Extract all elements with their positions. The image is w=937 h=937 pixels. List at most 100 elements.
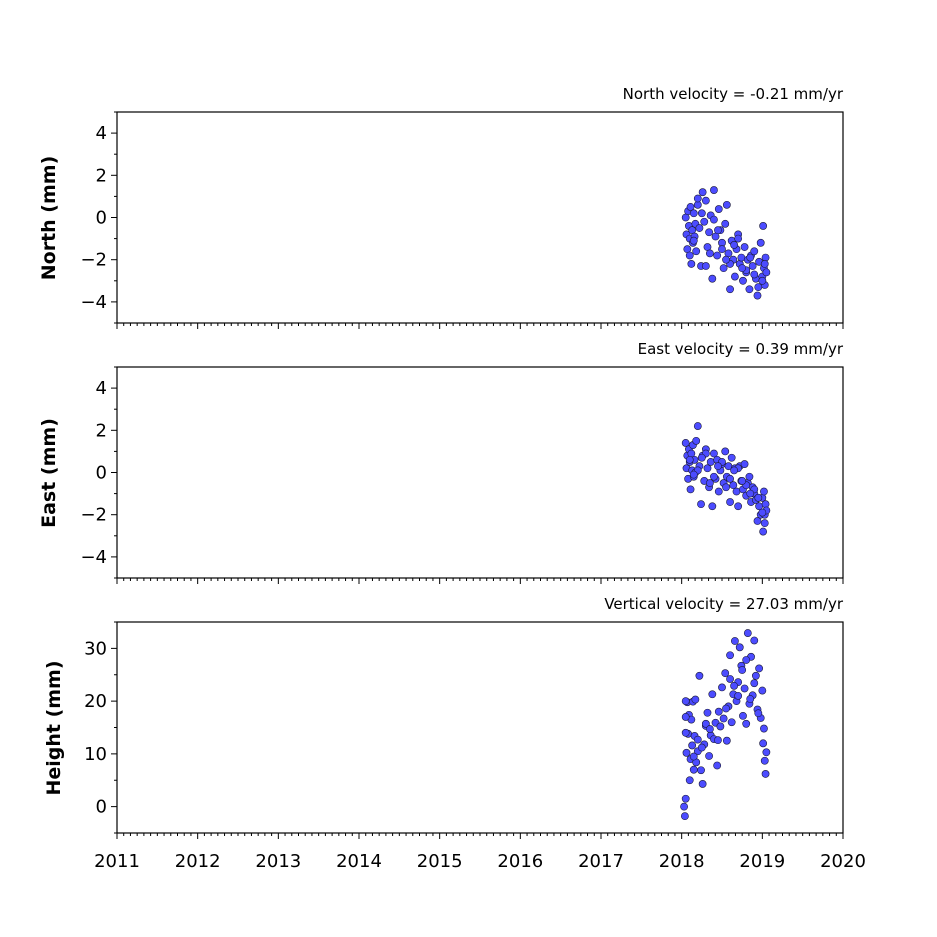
- data-point: [730, 466, 738, 475]
- data-point: [740, 243, 749, 251]
- data-point: [716, 722, 725, 731]
- y-tick-label: −4: [80, 292, 107, 313]
- y-tick-label: 20: [84, 691, 107, 712]
- plot-frame: [116, 621, 844, 834]
- y-tick-label: −2: [80, 250, 107, 271]
- y-tick-label: 2: [96, 420, 107, 441]
- data-point: [734, 234, 743, 243]
- data-point: [681, 728, 690, 737]
- data-point: [686, 485, 695, 494]
- data-point: [721, 219, 730, 228]
- data-point: [758, 686, 767, 695]
- data-point: [692, 247, 701, 256]
- y-tick-label: 0: [96, 208, 107, 229]
- data-point: [759, 527, 768, 536]
- data-point: [697, 453, 706, 462]
- data-point: [706, 725, 714, 733]
- north-velocity-title: North velocity = -0.21 mm/yr: [623, 85, 844, 103]
- data-point: [745, 285, 754, 294]
- north-y-axis-label: North (mm): [38, 156, 60, 281]
- data-point: [746, 489, 755, 498]
- data-point: [738, 477, 747, 485]
- data-point: [697, 743, 706, 752]
- data-point: [727, 453, 736, 462]
- data-point: [705, 228, 713, 237]
- data-point: [753, 517, 762, 525]
- y-tick-label: −2: [80, 505, 107, 526]
- data-point: [689, 470, 698, 479]
- data-point: [739, 711, 747, 720]
- data-point: [714, 707, 723, 716]
- data-point: [740, 684, 749, 693]
- data-point: [730, 681, 738, 690]
- data-point: [722, 200, 731, 209]
- x-tick-label: 2019: [739, 851, 785, 872]
- data-point: [759, 739, 768, 748]
- data-point: [743, 629, 752, 637]
- data-point: [718, 245, 726, 254]
- y-tick-label: −4: [80, 547, 107, 568]
- data-point: [726, 651, 734, 660]
- data-point: [762, 748, 771, 757]
- height-y-axis-label: Height (mm): [43, 660, 65, 795]
- data-point: [721, 447, 730, 456]
- data-point: [753, 291, 762, 300]
- data-point: [738, 264, 747, 273]
- data-point: [750, 270, 759, 279]
- data-point: [693, 735, 702, 744]
- data-point: [750, 636, 759, 645]
- data-point: [697, 209, 706, 218]
- data-point: [706, 249, 714, 258]
- data-point: [722, 736, 731, 745]
- data-point: [710, 472, 718, 481]
- data-point: [708, 274, 717, 283]
- x-tick-label: 2018: [659, 851, 705, 872]
- data-point: [726, 498, 734, 506]
- y-tick-label: 0: [96, 797, 107, 818]
- data-point: [722, 704, 730, 713]
- data-point: [727, 718, 736, 727]
- data-point: [693, 422, 702, 430]
- data-point: [730, 241, 738, 249]
- data-point: [700, 217, 709, 226]
- data-point: [689, 236, 698, 245]
- data-point: [703, 708, 712, 717]
- data-point: [726, 474, 734, 483]
- data-point: [708, 502, 717, 511]
- data-point: [689, 765, 698, 774]
- height-panel: Vertical velocity = 27.03 mm/yr Height (…: [43, 595, 866, 872]
- data-point: [722, 483, 730, 492]
- x-tick-label: 2020: [820, 851, 866, 872]
- data-point: [731, 272, 739, 281]
- x-tick-label: 2017: [578, 851, 624, 872]
- data-point: [681, 439, 690, 447]
- data-point: [681, 713, 690, 721]
- x-tick-label: 2016: [497, 851, 543, 872]
- data-point: [708, 690, 717, 699]
- y-tick-label: 30: [84, 638, 107, 659]
- data-point: [692, 436, 701, 445]
- data-point: [759, 222, 768, 230]
- data-point: [762, 268, 771, 277]
- data-point: [685, 776, 694, 785]
- data-point: [706, 479, 714, 487]
- data-point: [732, 487, 741, 496]
- plot-frame: [116, 111, 844, 324]
- data-point: [680, 812, 689, 821]
- x-tick-label: 2013: [255, 851, 301, 872]
- data-point: [701, 719, 710, 728]
- data-point: [726, 675, 734, 683]
- data-point: [705, 752, 713, 760]
- data-point: [758, 508, 767, 517]
- y-tick-label: 10: [84, 744, 107, 765]
- data-point: [737, 253, 746, 262]
- data-point: [729, 481, 738, 490]
- data-point: [735, 643, 744, 652]
- data-point: [721, 669, 730, 678]
- data-point: [689, 209, 698, 218]
- data-point: [695, 671, 704, 680]
- data-point: [760, 724, 768, 733]
- data-point: [682, 748, 691, 757]
- data-point: [710, 186, 718, 194]
- data-point: [714, 226, 722, 235]
